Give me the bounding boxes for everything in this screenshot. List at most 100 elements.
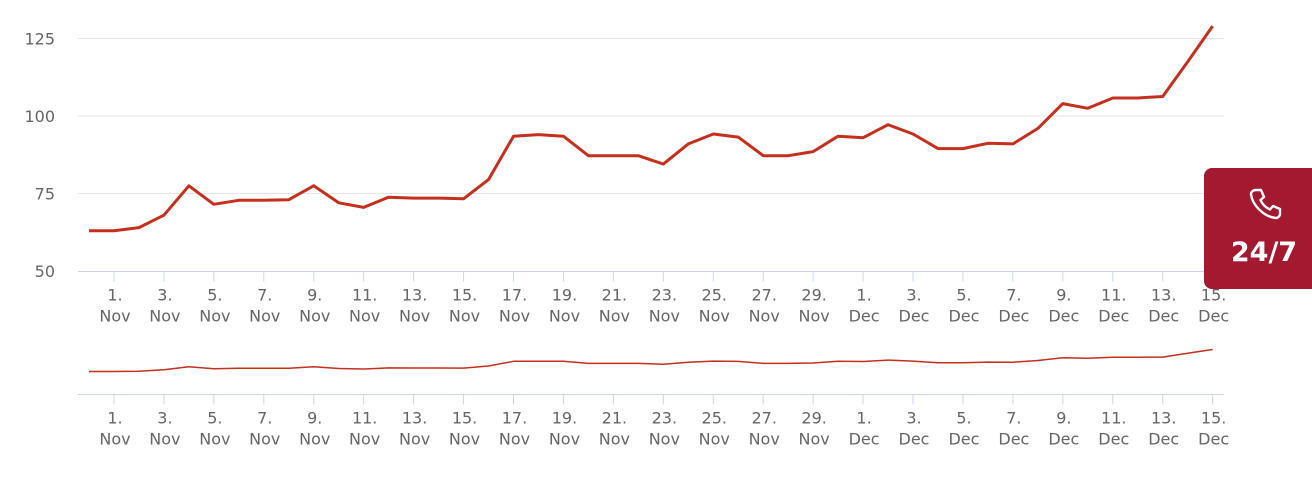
x-tick-month-label: Nov [549,307,580,326]
x-tick-day-label: 11. [1101,286,1126,305]
x-tick-month-label: Dec [1098,307,1129,326]
x-tick-month-label: Dec [948,307,979,326]
x-tick-month-label: Nov [199,307,230,326]
navigator-tick-month-label: Dec [849,430,880,449]
navigator-tick-month-label: Nov [699,430,730,449]
navigator-tick-day-label: 9. [1056,409,1071,428]
x-tick-month-label: Dec [849,307,880,326]
x-tick-day-label: 15. [1201,286,1226,305]
x-tick-day-label: 21. [602,286,627,305]
x-tick-day-label: 17. [502,286,527,305]
navigator-tick-month-label: Nov [399,430,430,449]
navigator-tick-month-label: Nov [249,430,280,449]
navigator-tick-month-label: Nov [149,430,180,449]
navigator-tick-day-label: 3. [157,409,172,428]
navigator-tick-day-label: 23. [652,409,677,428]
navigator-tick-month-label: Dec [1198,430,1229,449]
support-24-7-button[interactable]: 24/7 [1204,168,1312,289]
navigator-tick-day-label: 15. [1201,409,1226,428]
y-tick-label: 100 [24,107,55,126]
navigator-tick-day-label: 21. [602,409,627,428]
x-tick-month-label: Nov [399,307,430,326]
badge-label: 24/7 [1230,237,1298,268]
navigator-tick-day-label: 1. [856,409,871,428]
navigator-series-line [89,348,1213,373]
x-tick-day-label: 5. [207,286,222,305]
navigator-tick-day-label: 5. [207,409,222,428]
x-tick-day-label: 27. [751,286,776,305]
navigator-tick-day-label: 9. [307,409,322,428]
x-tick-month-label: Nov [149,307,180,326]
x-tick-day-label: 15. [452,286,477,305]
navigator-tick-day-label: 13. [1151,409,1176,428]
navigator-tick-day-label: 13. [402,409,427,428]
x-tick-day-label: 1. [856,286,871,305]
navigator-tick-day-label: 3. [906,409,921,428]
navigator-tick-day-label: 15. [452,409,477,428]
navigator-tick-month-label: Dec [1048,430,1079,449]
x-tick-day-label: 9. [307,286,322,305]
x-tick-month-label: Dec [998,307,1029,326]
navigator-tick-month-label: Nov [199,430,230,449]
x-tick-month-label: Dec [899,307,930,326]
navigator-tick-month-label: Dec [998,430,1029,449]
y-tick-label: 50 [35,262,55,281]
series-line [89,25,1214,233]
navigator-tick-month-label: Dec [899,430,930,449]
x-tick-month-label: Nov [449,307,480,326]
navigator-tick-month-label: Nov [99,430,130,449]
navigator-tick-month-label: Nov [299,430,330,449]
x-tick-day-label: 25. [702,286,727,305]
navigator-tick-day-label: 7. [1006,409,1021,428]
x-tick-day-label: 13. [402,286,427,305]
x-tick-day-label: 11. [352,286,377,305]
navigator-tick-day-label: 1. [107,409,122,428]
navigator-tick-month-label: Nov [749,430,780,449]
navigator-tick-month-label: Nov [499,430,530,449]
navigator-tick-month-label: Dec [948,430,979,449]
navigator-tick-month-label: Nov [799,430,830,449]
x-tick-month-label: Nov [349,307,380,326]
navigator-tick-day-label: 5. [956,409,971,428]
x-tick-day-label: 7. [1006,286,1021,305]
navigator-tick-day-label: 7. [257,409,272,428]
x-tick-month-label: Nov [699,307,730,326]
x-tick-day-label: 19. [552,286,577,305]
x-tick-day-label: 5. [956,286,971,305]
navigator-tick-day-label: 11. [352,409,377,428]
x-tick-month-label: Nov [499,307,530,326]
navigator-tick-day-label: 17. [502,409,527,428]
y-tick-label: 75 [35,185,55,204]
y-tick-label: 125 [24,30,55,49]
x-tick-month-label: Nov [599,307,630,326]
navigator-tick-day-label: 19. [552,409,577,428]
x-tick-month-label: Nov [749,307,780,326]
x-tick-day-label: 23. [652,286,677,305]
navigator-tick-day-label: 25. [702,409,727,428]
phone-icon [1249,188,1282,220]
x-tick-day-label: 3. [906,286,921,305]
navigator-tick-month-label: Nov [599,430,630,449]
x-tick-month-label: Nov [299,307,330,326]
x-tick-day-label: 3. [157,286,172,305]
navigator-tick-month-label: Nov [449,430,480,449]
x-tick-day-label: 29. [801,286,826,305]
x-tick-month-label: Nov [249,307,280,326]
x-tick-month-label: Dec [1148,307,1179,326]
navigator-tick-month-label: Nov [649,430,680,449]
x-tick-day-label: 13. [1151,286,1176,305]
x-tick-month-label: Nov [649,307,680,326]
navigator-tick-month-label: Nov [349,430,380,449]
navigator-tick-month-label: Nov [549,430,580,449]
navigator-tick-month-label: Dec [1098,430,1129,449]
x-tick-day-label: 1. [107,286,122,305]
x-tick-month-label: Nov [799,307,830,326]
navigator-tick-day-label: 29. [801,409,826,428]
navigator-tick-day-label: 27. [751,409,776,428]
x-tick-month-label: Nov [99,307,130,326]
x-tick-month-label: Dec [1048,307,1079,326]
x-tick-month-label: Dec [1198,307,1229,326]
navigator-tick-day-label: 11. [1101,409,1126,428]
navigator-tick-month-label: Dec [1148,430,1179,449]
